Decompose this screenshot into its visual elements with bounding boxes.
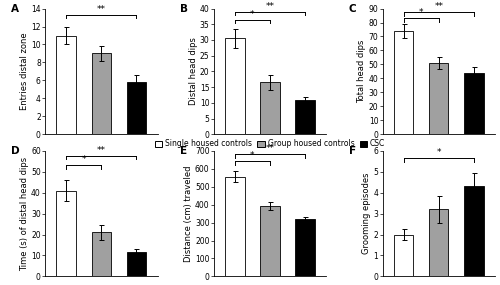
Y-axis label: Entries distal zone: Entries distal zone xyxy=(20,32,29,110)
Text: *: * xyxy=(419,8,424,17)
Bar xyxy=(429,63,448,134)
Text: *: * xyxy=(82,155,86,164)
Text: **: ** xyxy=(266,144,274,153)
Text: *: * xyxy=(250,10,254,19)
Text: **: ** xyxy=(434,2,444,11)
Y-axis label: Distal head dips: Distal head dips xyxy=(189,38,198,105)
Legend: Single housed controls, Group housed controls, CSC: Single housed controls, Group housed con… xyxy=(152,136,388,152)
Bar xyxy=(429,209,448,276)
Bar xyxy=(92,233,111,276)
Bar xyxy=(225,38,244,134)
Text: **: ** xyxy=(97,5,106,14)
Text: F: F xyxy=(349,146,356,156)
Text: **: ** xyxy=(266,2,274,11)
Bar xyxy=(56,190,76,276)
Bar xyxy=(464,73,483,134)
Bar xyxy=(296,219,315,276)
Text: C: C xyxy=(349,3,356,13)
Text: A: A xyxy=(11,3,19,13)
Bar xyxy=(260,82,280,134)
Bar xyxy=(464,186,483,276)
Bar xyxy=(394,31,413,134)
Text: *: * xyxy=(436,148,441,157)
Y-axis label: Total head dips: Total head dips xyxy=(358,40,366,103)
Text: **: ** xyxy=(97,146,106,155)
Bar xyxy=(225,177,244,276)
Y-axis label: Time (s) of distal head dips: Time (s) of distal head dips xyxy=(20,156,29,271)
Bar xyxy=(56,36,76,134)
Bar xyxy=(394,235,413,276)
Y-axis label: Grooming episodes: Grooming episodes xyxy=(362,173,372,254)
Y-axis label: Distance (cm) traveled: Distance (cm) traveled xyxy=(184,165,193,262)
Text: *: * xyxy=(250,151,254,160)
Bar xyxy=(126,82,146,134)
Bar xyxy=(260,206,280,276)
Bar xyxy=(126,252,146,276)
Text: B: B xyxy=(180,3,188,13)
Bar xyxy=(92,54,111,134)
Text: D: D xyxy=(11,146,20,156)
Bar xyxy=(296,100,315,134)
Text: E: E xyxy=(180,146,187,156)
